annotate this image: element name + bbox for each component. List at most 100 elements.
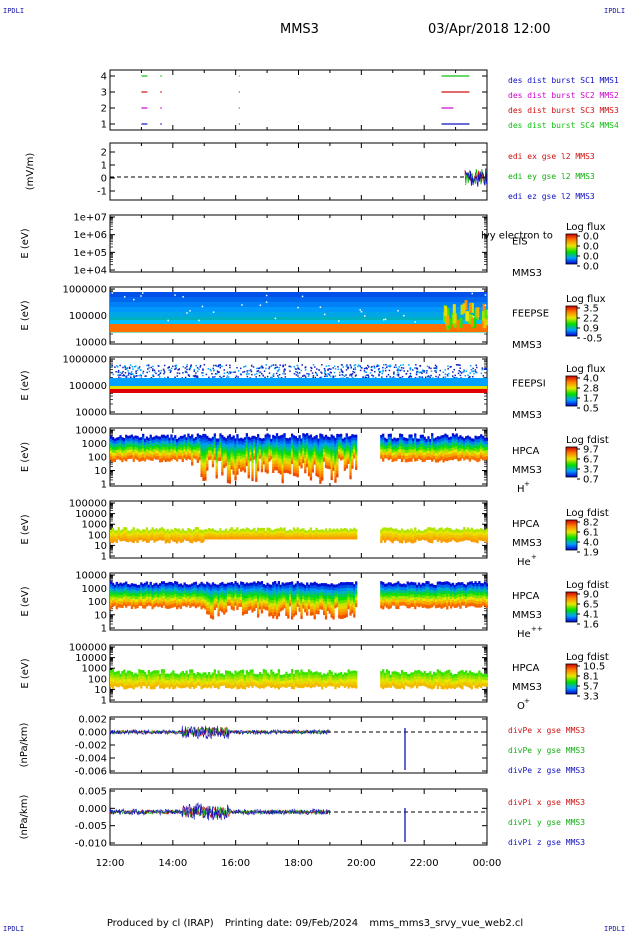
spectrogram-pixel bbox=[454, 374, 456, 377]
spectrogram-pixel bbox=[162, 440, 166, 445]
spectrogram-pixel bbox=[126, 533, 130, 537]
spectrogram-pixel bbox=[202, 374, 204, 377]
spectrogram-pixel bbox=[196, 456, 199, 461]
spectrogram-pixel bbox=[119, 604, 122, 608]
spectrogram-pixel bbox=[474, 529, 477, 534]
spectrogram-pixel bbox=[219, 445, 222, 449]
spectrogram-pixel bbox=[457, 529, 460, 533]
spectrogram-pixel bbox=[215, 468, 218, 473]
spectrogram-pixel bbox=[433, 367, 436, 369]
spectrogram-pixel bbox=[189, 538, 192, 543]
spectrogram-pixel bbox=[230, 436, 233, 441]
spectrogram-pixel bbox=[385, 527, 389, 532]
spectrogram-pixel bbox=[157, 441, 160, 446]
spectrogram-pixel bbox=[463, 456, 466, 461]
spectrogram-pixel bbox=[336, 533, 339, 537]
spectrogram-pixel bbox=[130, 532, 134, 537]
spectrogram-pixel bbox=[240, 456, 243, 460]
spectrogram-pixel bbox=[212, 367, 214, 370]
spectrogram-pixel bbox=[194, 604, 198, 609]
spectrogram-pixel bbox=[321, 464, 324, 469]
spectrogram-pixel bbox=[446, 533, 449, 537]
spectrogram-pixel bbox=[179, 441, 183, 445]
spectrogram-pixel bbox=[273, 439, 277, 443]
spectrogram-pixel bbox=[290, 460, 294, 465]
spectrogram-pixel bbox=[181, 458, 184, 463]
spectrogram-pixel bbox=[202, 583, 205, 587]
spectrogram-pixel bbox=[223, 534, 226, 538]
spectrogram-pixel bbox=[382, 536, 385, 541]
spectrogram-pixel bbox=[113, 458, 117, 462]
spectrogram-pixel bbox=[298, 435, 301, 439]
spectrogram-pixel bbox=[451, 439, 455, 443]
spectrogram-pixel bbox=[253, 536, 256, 540]
spectrogram-pixel bbox=[415, 444, 419, 449]
spectrogram-pixel bbox=[168, 437, 171, 442]
spectrogram-pixel bbox=[300, 369, 303, 372]
spectrogram-pixel bbox=[309, 461, 313, 466]
spectrogram-pixel bbox=[198, 447, 201, 452]
spectrogram-pixel bbox=[241, 441, 245, 446]
spectrogram-pixel bbox=[153, 535, 156, 540]
spectrogram-pixel bbox=[430, 374, 432, 377]
spectrogram-pixel bbox=[466, 438, 470, 442]
spectrogram-pixel bbox=[142, 532, 145, 536]
spectrogram-pixel bbox=[125, 538, 128, 542]
spectrogram-pixel bbox=[328, 364, 330, 367]
spectrogram-pixel bbox=[334, 446, 337, 451]
spectrogram-pixel bbox=[134, 449, 137, 454]
spectrogram-pixel bbox=[153, 600, 156, 605]
spectrogram-pixel bbox=[111, 597, 115, 601]
spectrogram-pixel bbox=[143, 537, 147, 541]
spectrogram-pixel bbox=[126, 444, 130, 448]
spectrogram-pixel bbox=[168, 449, 171, 453]
spectrogram-pixel bbox=[296, 452, 299, 457]
spectrogram-pixel bbox=[143, 454, 147, 459]
spectrogram-pixel bbox=[309, 536, 313, 540]
spectrogram-band bbox=[110, 389, 487, 393]
spectrogram-pixel bbox=[234, 453, 237, 457]
spectrogram-pixel bbox=[236, 527, 239, 531]
spectrogram-pixel bbox=[209, 531, 213, 535]
spectrogram-pixel bbox=[313, 454, 316, 459]
spectrogram-pixel bbox=[247, 457, 250, 461]
spectrogram-pixel bbox=[468, 452, 472, 456]
legend-entry: des dist burst SC4 MMS4 bbox=[508, 121, 619, 130]
spectrogram-pixel bbox=[313, 442, 316, 447]
spectrogram-pixel bbox=[110, 529, 113, 534]
spectrogram-pixel bbox=[455, 455, 458, 460]
spectrogram-pixel bbox=[397, 446, 400, 451]
spectrogram-pixel bbox=[458, 364, 460, 366]
spectrogram-pixel bbox=[285, 532, 288, 536]
spectrogram-pixel bbox=[472, 532, 475, 537]
spectrogram-pixel bbox=[176, 375, 179, 377]
spectrogram-pixel bbox=[298, 447, 301, 451]
spectrogram-pixel bbox=[461, 436, 464, 441]
spectrogram-pixel bbox=[294, 472, 298, 477]
spectrogram-pixel bbox=[268, 446, 271, 450]
spectrogram-pixel bbox=[302, 456, 305, 461]
spectrogram-pixel bbox=[481, 435, 485, 440]
spectrogram-pixel bbox=[400, 369, 403, 371]
spectrogram-pixel bbox=[134, 602, 137, 606]
spectrogram-pixel bbox=[119, 441, 122, 445]
spectrogram-pixel bbox=[414, 451, 417, 456]
spectrogram-pixel bbox=[110, 584, 113, 588]
spectrogram-pixel bbox=[243, 536, 247, 540]
spectrogram-pixel bbox=[406, 532, 409, 536]
spectrogram-pixel bbox=[393, 454, 396, 459]
spectrogram-pixel bbox=[215, 447, 218, 452]
spectrogram-pixel bbox=[236, 449, 239, 454]
spectrogram-pixel bbox=[189, 532, 192, 537]
spectrogram-pixel bbox=[134, 441, 137, 445]
spectrogram-pixel bbox=[330, 476, 333, 481]
spectrogram-pixel bbox=[228, 440, 232, 444]
spectrogram-pixel bbox=[463, 530, 466, 535]
spectrogram-pixel bbox=[353, 434, 356, 439]
spectrogram-pixel bbox=[321, 458, 324, 463]
colorbar-tick-label: 4.1 bbox=[583, 610, 599, 621]
spectrogram-pixel bbox=[408, 458, 411, 462]
spectrogram-pixel bbox=[348, 374, 351, 377]
spectrogram-pixel bbox=[238, 459, 241, 463]
spectrogram-pixel bbox=[157, 584, 160, 589]
